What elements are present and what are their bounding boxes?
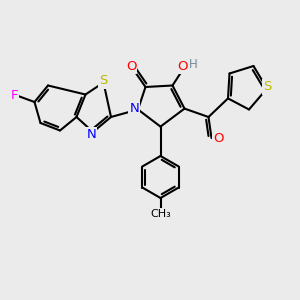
Text: S: S [99,74,108,88]
Text: CH₃: CH₃ [150,209,171,219]
Text: H: H [189,58,198,71]
Text: N: N [87,128,96,142]
Text: F: F [11,89,18,102]
Text: O: O [126,59,136,73]
Text: O: O [213,132,223,145]
Text: O: O [177,60,188,73]
Text: N: N [130,101,139,115]
Text: S: S [263,80,272,94]
